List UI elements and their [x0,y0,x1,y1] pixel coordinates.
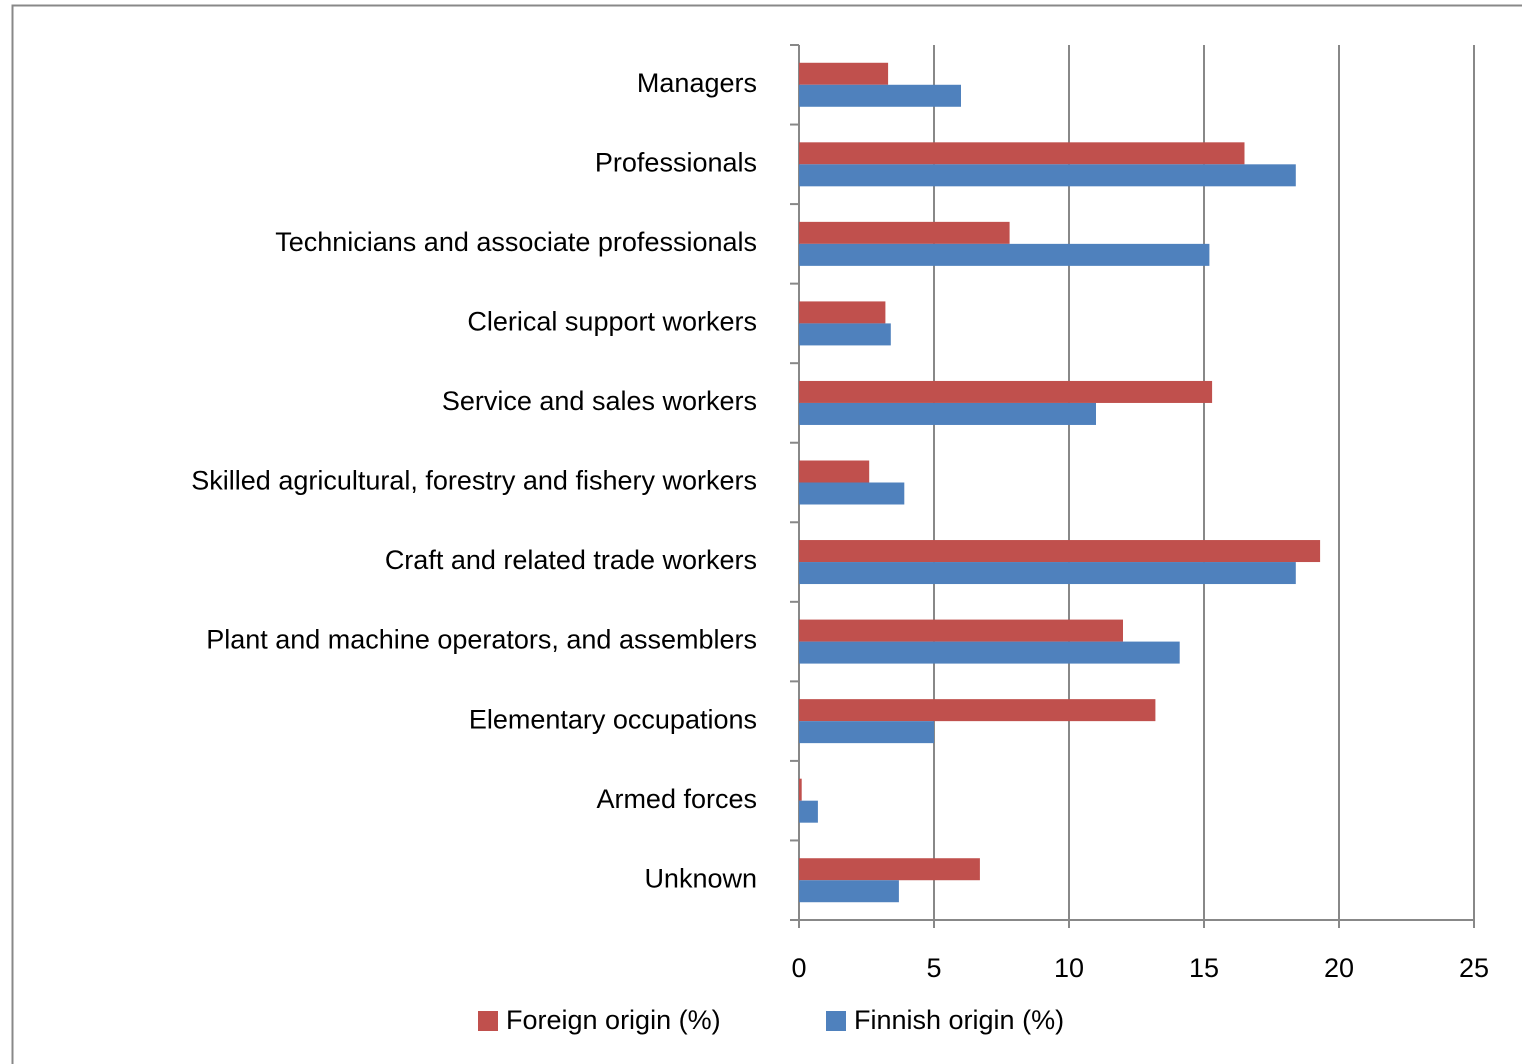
legend-label: Finnish origin (%) [854,1005,1064,1035]
bar [799,164,1296,187]
bar [799,221,1010,244]
y-tick-label: Professionals [595,147,757,177]
bar [799,482,905,505]
x-tick-label: 5 [926,953,941,983]
chart-frame [11,4,1522,1064]
bar [799,641,1180,664]
bar [799,84,961,107]
bar [799,800,818,823]
x-tick-label: 10 [1054,953,1084,983]
legend-swatch [478,1011,498,1031]
y-tick-label: Craft and related trade workers [385,545,757,575]
bar [799,323,891,346]
y-tick-label: Clerical support workers [467,307,757,337]
legend-label: Foreign origin (%) [506,1005,721,1035]
bar [799,142,1245,165]
y-tick-label: Armed forces [596,784,757,814]
y-tick-label: Technicians and associate professionals [275,227,757,257]
bar [799,460,870,483]
bar [799,62,889,85]
bar [799,699,1156,722]
bar [799,721,934,744]
x-tick-label: 15 [1189,953,1219,983]
x-tick-label: 25 [1459,953,1489,983]
bar [799,619,1123,642]
y-tick-label: Elementary occupations [469,704,757,734]
y-tick-label: Managers [637,68,757,98]
y-tick-label: Unknown [644,863,757,893]
y-tick-label: Skilled agricultural, forestry and fishe… [191,466,757,496]
x-tick-label: 20 [1324,953,1354,983]
legend-swatch [826,1011,846,1031]
x-tick-label: 0 [791,953,806,983]
bar [799,858,980,881]
y-tick-label: Plant and machine operators, and assembl… [206,625,757,655]
bar [799,880,899,903]
bar [799,778,802,801]
bar [799,301,886,324]
bar [799,243,1210,266]
bar [799,562,1296,585]
bar [799,402,1096,425]
bar [799,540,1321,563]
bar [799,380,1213,403]
y-tick-label: Service and sales workers [442,386,757,416]
